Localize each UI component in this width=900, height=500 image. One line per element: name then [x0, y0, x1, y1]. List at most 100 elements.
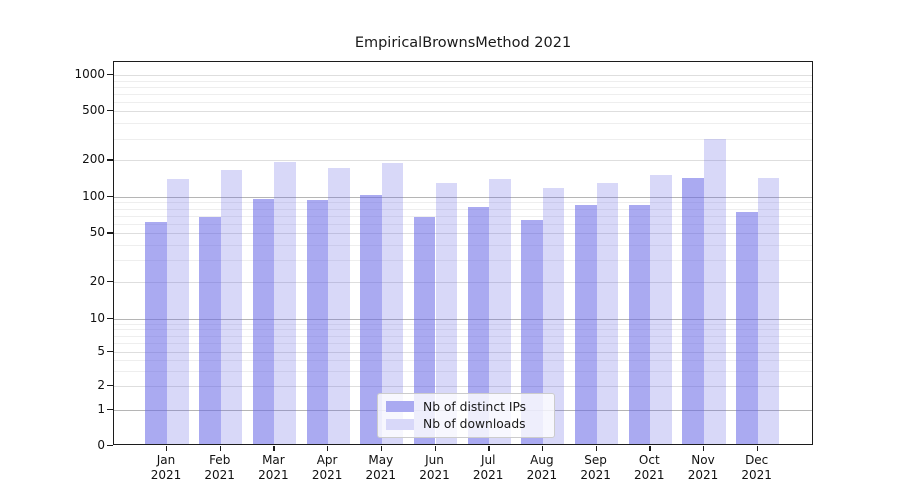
- legend-swatch-downloads: [386, 418, 414, 430]
- gridline-90: [114, 202, 812, 204]
- x-tick-label-feb: Feb 2021: [204, 453, 235, 482]
- x-tick-label-aug: Aug 2021: [526, 453, 558, 482]
- y-tick-label-1000: 1000: [74, 67, 105, 81]
- y-tick-mark-100: [107, 195, 113, 198]
- gridline-9: [114, 323, 812, 325]
- gridline-300: [114, 138, 812, 140]
- gridline-1000: [114, 75, 812, 76]
- y-tick-label-1: 1: [97, 401, 105, 416]
- bar-downloads-dec: [757, 178, 780, 444]
- y-tick-mark-50: [107, 232, 113, 234]
- legend-label-distinct-ips: Nb of distinct IPs: [423, 399, 527, 414]
- bar-downloads-mar: [274, 161, 296, 444]
- gridline-600: [114, 101, 812, 103]
- y-tick-label-2: 2: [97, 378, 105, 392]
- x-tick-mark-mar: [273, 446, 275, 451]
- chart-title: EmpiricalBrownsMethod 2021: [354, 35, 572, 51]
- bar-downloads-aug: [542, 188, 565, 444]
- legend-item-downloads: Nb of downloads: [386, 417, 546, 431]
- gridline-800: [114, 86, 812, 88]
- plot-area: Nb of distinct IPs Nb of downloads: [113, 61, 813, 445]
- legend-swatch-distinct-ips: [386, 401, 414, 413]
- y-tick-label-10: 10: [89, 310, 105, 325]
- bar-distinct-ips-jun: [413, 217, 436, 444]
- x-tick-label-dec: Dec 2021: [741, 453, 772, 482]
- x-tick-mark-feb: [219, 446, 222, 451]
- y-tick-label-50: 50: [89, 225, 105, 240]
- bar-distinct-ips-oct: [628, 205, 651, 444]
- gridline-60: [114, 223, 812, 225]
- x-tick-mark-jan: [166, 446, 168, 451]
- bar-downloads-feb: [220, 170, 243, 444]
- x-tick-label-nov: Nov 2021: [687, 453, 719, 482]
- gridline-80: [114, 208, 812, 210]
- y-tick-mark-200: [107, 159, 113, 161]
- bar-downloads-jul: [489, 178, 511, 444]
- y-tick-mark-500: [107, 110, 113, 112]
- bar-distinct-ips-apr: [306, 200, 329, 444]
- y-tick-mark-2: [107, 385, 113, 387]
- x-tick-label-sep: Sep 2021: [580, 453, 611, 482]
- bar-distinct-ips-jan: [145, 221, 167, 444]
- y-tick-mark-1000: [107, 74, 113, 76]
- legend: Nb of distinct IPs Nb of downloads: [377, 393, 555, 438]
- bar-distinct-ips-nov: [682, 178, 704, 444]
- gridline-3: [114, 371, 812, 372]
- gridline-400: [114, 123, 812, 124]
- x-tick-label-apr: Apr 2021: [311, 453, 343, 482]
- x-tick-mark-oct: [649, 446, 651, 451]
- x-tick-label-mar: Mar 2021: [258, 453, 289, 482]
- x-tick-label-jul: Jul 2021: [472, 453, 504, 482]
- y-tick-label-500: 500: [82, 103, 105, 117]
- bar-distinct-ips-sep: [575, 205, 597, 444]
- bar-downloads-sep: [596, 182, 619, 444]
- legend-item-distinct-ips: Nb of distinct IPs: [386, 400, 546, 414]
- bar-downloads-jun: [435, 183, 458, 444]
- gridline-2: [114, 386, 812, 387]
- bar-distinct-ips-jul: [467, 206, 490, 444]
- gridline-100: [114, 196, 812, 198]
- bar-downloads-oct: [650, 174, 672, 444]
- gridline-900: [114, 80, 812, 82]
- legend-label-downloads: Nb of downloads: [423, 417, 526, 432]
- gridline-4: [114, 360, 812, 362]
- x-tick-mark-apr: [327, 446, 329, 451]
- x-tick-label-jan: Jan 2021: [150, 453, 182, 482]
- x-tick-mark-nov: [703, 446, 705, 451]
- gridline-8: [114, 329, 812, 331]
- gridline-10: [114, 318, 812, 320]
- y-tick-label-0: 0: [97, 438, 105, 452]
- gridline-30: [114, 260, 812, 262]
- y-tick-label-200: 200: [82, 152, 105, 167]
- y-tick-mark-5: [107, 351, 113, 353]
- y-tick-mark-10: [107, 317, 113, 319]
- y-tick-mark-20: [107, 281, 113, 283]
- gridline-50: [114, 233, 812, 235]
- gridline-700: [114, 93, 812, 95]
- gridline-200: [114, 160, 812, 162]
- gridline-6: [114, 343, 812, 345]
- gridline-40: [114, 245, 812, 247]
- bar-distinct-ips-dec: [736, 212, 758, 444]
- bar-downloads-nov: [704, 138, 726, 444]
- bar-downloads-apr: [328, 167, 350, 444]
- gridline-500: [114, 111, 812, 112]
- x-tick-label-jun: Jun 2021: [419, 453, 450, 482]
- gridline-70: [114, 215, 812, 217]
- y-tick-label-5: 5: [97, 344, 105, 358]
- y-tick-mark-0: [107, 445, 113, 447]
- gridline-7: [114, 335, 812, 337]
- bar-downloads-jan: [167, 178, 189, 444]
- y-tick-mark-1: [107, 408, 113, 410]
- x-tick-mark-may: [380, 446, 383, 451]
- bar-distinct-ips-may: [360, 195, 382, 444]
- x-tick-mark-dec: [756, 446, 759, 451]
- bar-distinct-ips-feb: [199, 217, 221, 444]
- x-tick-mark-jul: [488, 446, 490, 451]
- gridline-5: [114, 352, 812, 353]
- y-tick-label-20: 20: [89, 274, 105, 288]
- x-tick-mark-aug: [541, 446, 544, 451]
- gridline-20: [114, 282, 812, 283]
- x-tick-label-may: May 2021: [365, 453, 397, 482]
